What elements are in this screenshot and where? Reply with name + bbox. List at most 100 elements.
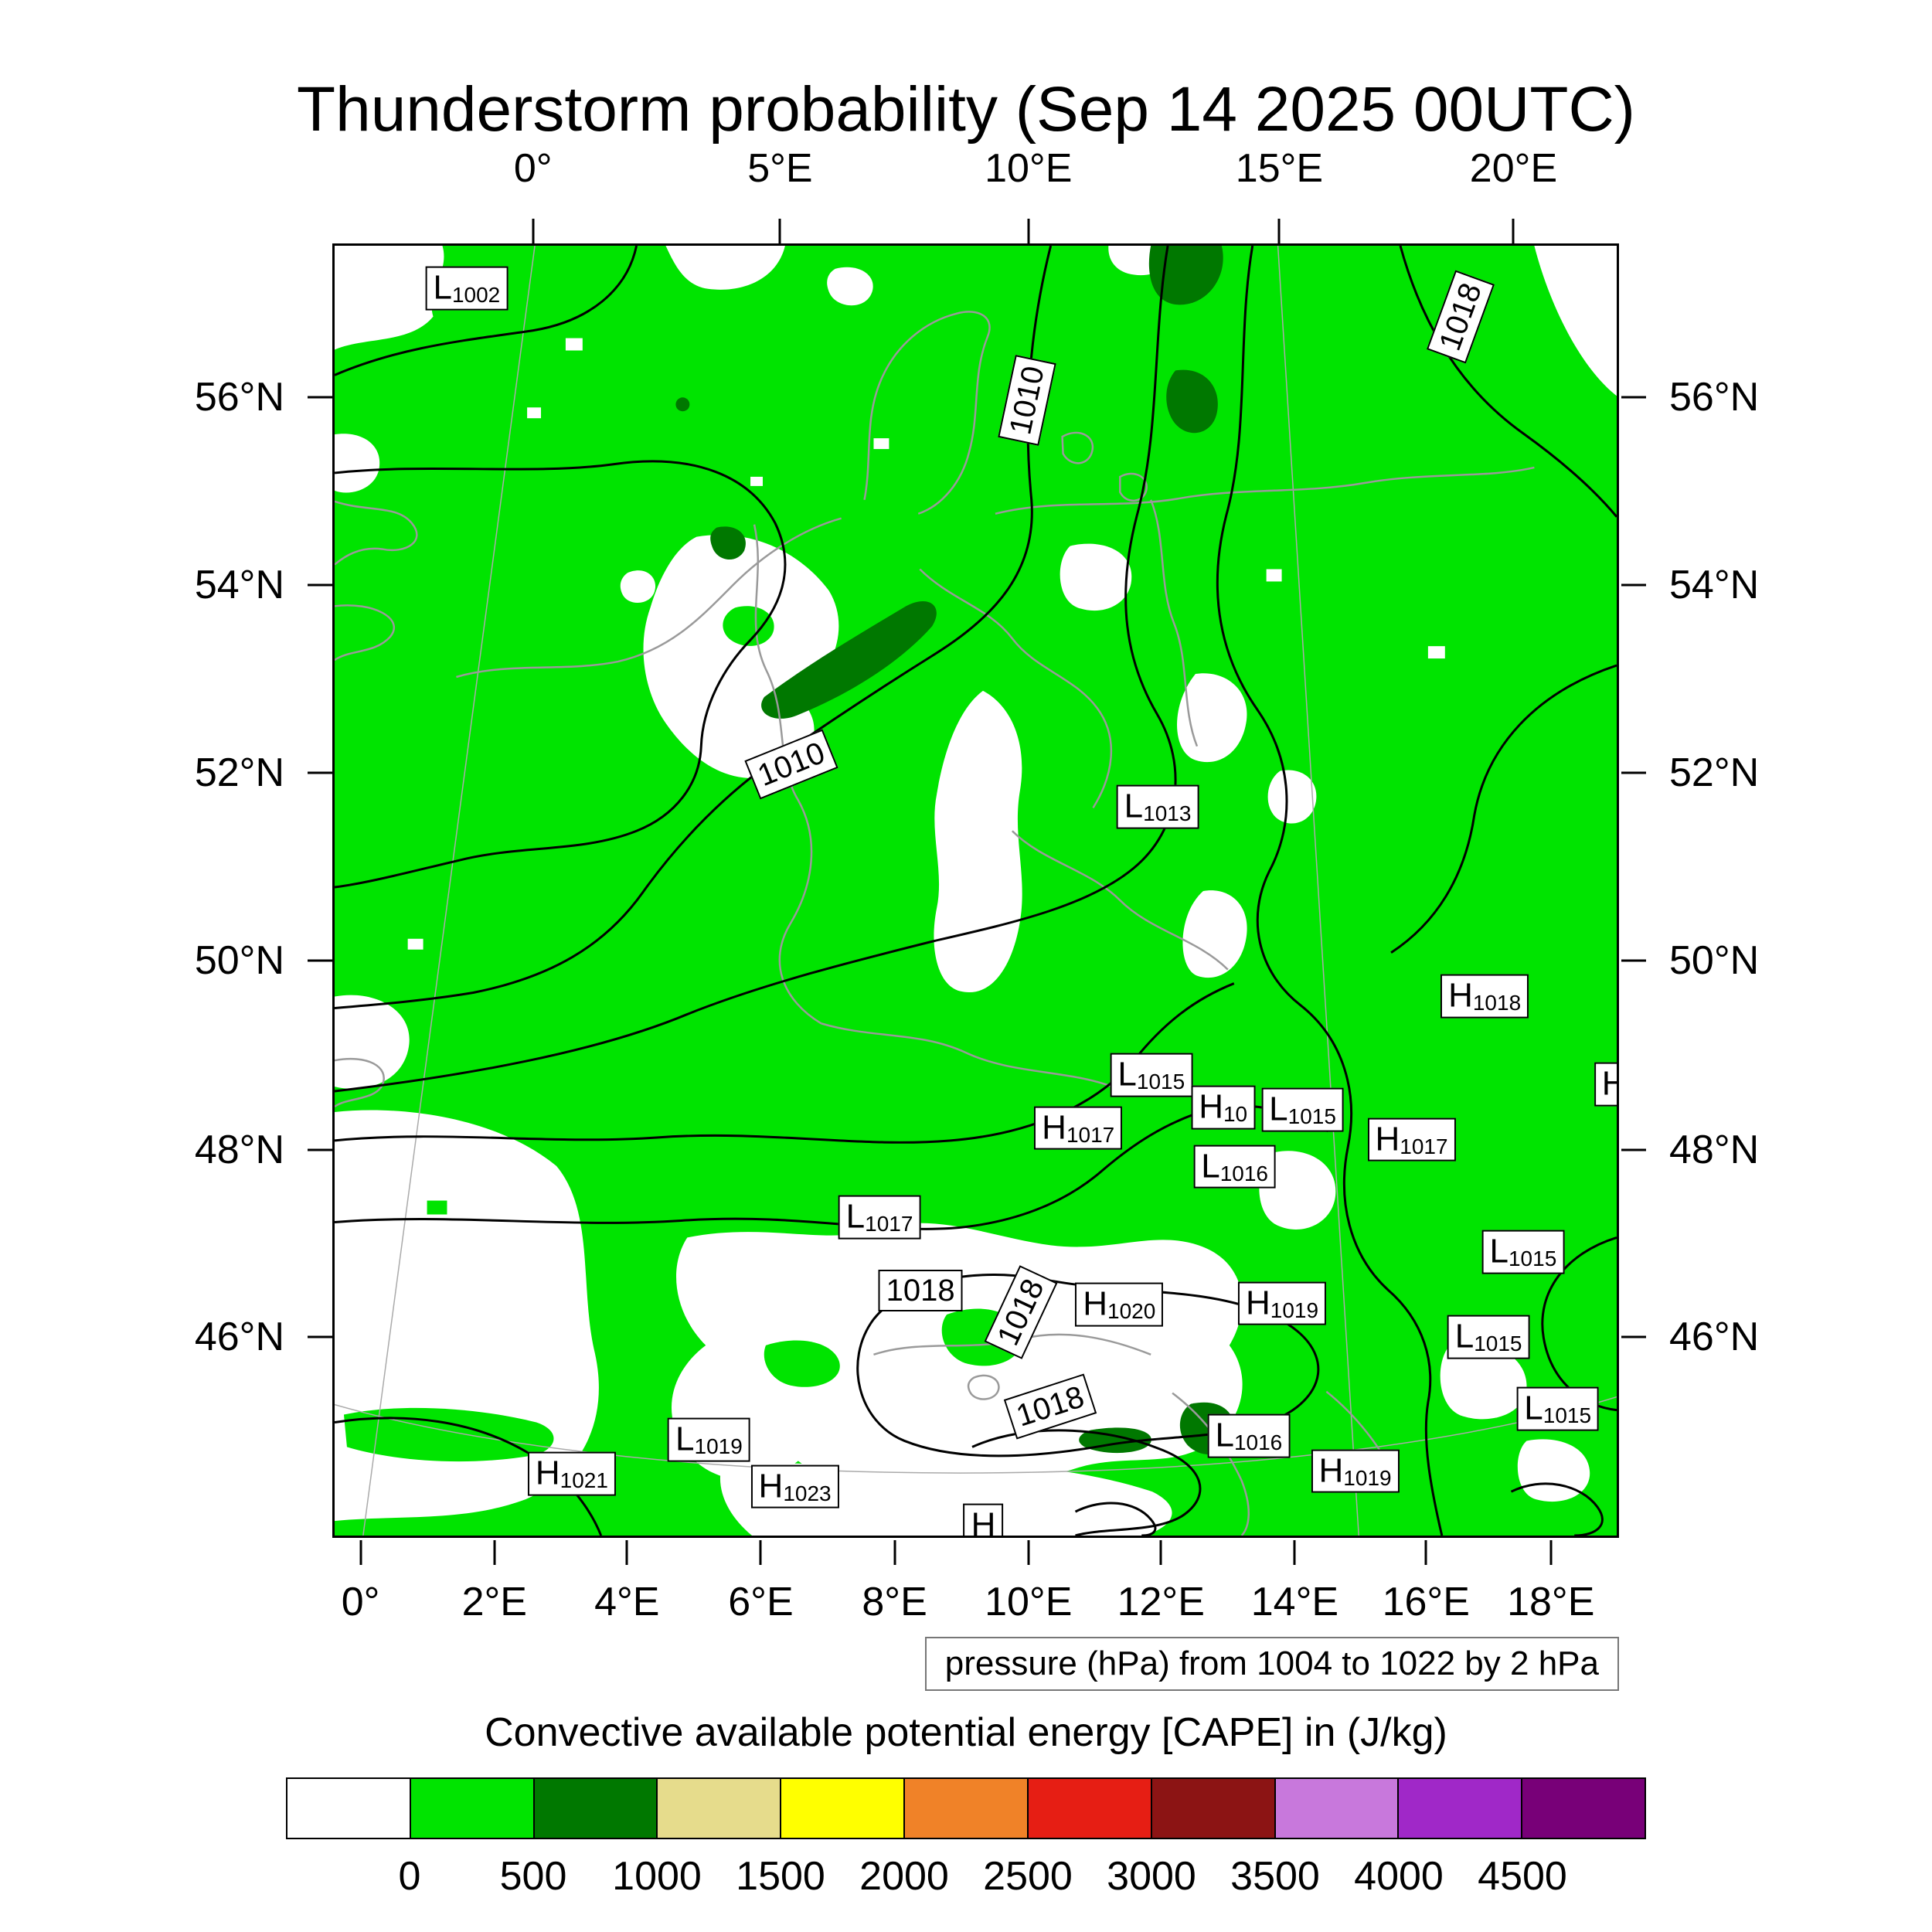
pressure-center-label: L1019 (668, 1418, 750, 1462)
pressure-center-label: L1017 (838, 1195, 921, 1240)
latitude-axis-right: 56°N 54°N 52°N 50°N 48°N 46°N (1621, 243, 1861, 1538)
colorbar-segment (1521, 1777, 1646, 1839)
lon-tick-label: 10°E (985, 1580, 1073, 1624)
colorbar-title: Convective available potential energy [C… (485, 1710, 1447, 1755)
lat-tick-label: 56°N (1669, 375, 1760, 420)
tick-mark (1027, 219, 1030, 243)
pressure-center-label: H1020 (1075, 1282, 1164, 1327)
lat-tick-label: 48°N (1669, 1127, 1760, 1172)
pressure-center-label: H (963, 1503, 1004, 1536)
tick-mark (493, 1540, 496, 1565)
colorbar-tick-label: 2500 (983, 1854, 1073, 1899)
tick-mark (308, 1148, 332, 1151)
pressure-caption: pressure (hPa) from 1004 to 1022 by 2 hP… (924, 1637, 1619, 1691)
isobar-label: 1018 (878, 1269, 963, 1311)
isobar-label: 1010 (743, 729, 838, 800)
lon-tick-label: 20°E (1469, 146, 1558, 191)
map-plot-area: L1002 L1013 H1018 L1015 H1017 H10 L1015 H1017 L1… (332, 243, 1619, 1538)
lat-tick-label: 54°N (194, 563, 284, 608)
colorbar-tick-label: 1500 (736, 1854, 825, 1899)
colorbar-segment (1150, 1777, 1276, 1839)
pressure-center-label: L1013 (1116, 784, 1199, 829)
tick-mark (1621, 771, 1646, 774)
pressure-center-label: H1019 (1237, 1281, 1327, 1325)
colorbar-segment (286, 1777, 411, 1839)
colorbar-tick-label: 0 (398, 1854, 421, 1899)
tick-mark (778, 219, 781, 243)
isobar-label: 1010 (998, 355, 1056, 447)
cape-colorbar (286, 1777, 1646, 1839)
tick-mark (308, 771, 332, 774)
meridian-line (1277, 246, 1359, 1536)
lon-tick-label: 5°E (747, 146, 813, 191)
lon-tick-label: 12°E (1117, 1580, 1205, 1624)
colorbar-segment (903, 1777, 1029, 1839)
lat-tick-label: 56°N (194, 375, 284, 420)
pressure-center-label: H10 (1191, 1085, 1256, 1130)
colorbar-tick-label: 4500 (1478, 1854, 1567, 1899)
colorbar-tick-labels: 0 500 1000 1500 2000 2500 3000 3500 4000 4500 (286, 1853, 1646, 1901)
tick-mark (1293, 1540, 1296, 1565)
lon-tick-label: 0° (341, 1580, 380, 1624)
colorbar-tick-label: 3500 (1230, 1854, 1320, 1899)
colorbar-segment (1026, 1777, 1152, 1839)
lat-tick-label: 46°N (194, 1315, 284, 1360)
isobar-label: 1018 (1426, 270, 1495, 364)
tick-mark (1621, 1335, 1646, 1338)
latitude-axis-left: 56°N 54°N 52°N 50°N 48°N 46°N (93, 243, 332, 1538)
tick-mark (893, 1540, 896, 1565)
tick-mark (308, 396, 332, 399)
tick-mark (1512, 219, 1515, 243)
tick-mark (1621, 583, 1646, 587)
lon-tick-label: 0° (513, 146, 553, 191)
pressure-label-layer: L1002 L1013 H1018 L1015 H1017 H10 L1015 H1017 L1… (335, 246, 1617, 1536)
colorbar-tick-label: 500 (499, 1854, 567, 1899)
pressure-center-label: L1002 (425, 266, 509, 311)
colorbar-tick-label: 4000 (1354, 1854, 1444, 1899)
pressure-center-label: H1017 (1367, 1117, 1456, 1162)
tick-mark (532, 219, 535, 243)
pressure-center-label: L1015 (1110, 1053, 1193, 1097)
longitude-axis-top: 0° 5°E 10°E 15°E 20°E (332, 145, 1619, 243)
tick-mark (359, 1540, 362, 1565)
pressure-center-label: H (1594, 1062, 1617, 1107)
colorbar-segment (409, 1777, 535, 1839)
meridian-line (362, 246, 536, 1536)
lon-tick-label: 6°E (728, 1580, 794, 1624)
tick-mark (308, 583, 332, 587)
tick-mark (1549, 1540, 1553, 1565)
colorbar-segment (1397, 1777, 1523, 1839)
pressure-center-label: H1019 (1311, 1449, 1400, 1493)
pressure-center-label: H1017 (1034, 1106, 1123, 1150)
colorbar-tick-label: 2000 (859, 1854, 949, 1899)
pressure-center-label: H1023 (750, 1464, 839, 1509)
colorbar-segment (1274, 1777, 1400, 1839)
tick-mark (625, 1540, 628, 1565)
pressure-center-label: L1016 (1193, 1145, 1276, 1189)
pressure-center-label: L1015 (1447, 1315, 1530, 1359)
parallel-line (335, 1396, 1617, 1474)
lon-tick-label: 8°E (862, 1580, 927, 1624)
colorbar-segment (656, 1777, 782, 1839)
lat-tick-label: 52°N (194, 750, 284, 796)
page-title: Thunderstorm probability (Sep 14 2025 00… (297, 73, 1635, 145)
lat-tick-label: 50°N (194, 937, 284, 983)
pressure-center-label: L1015 (1516, 1387, 1600, 1431)
tick-mark (1027, 1540, 1030, 1565)
colorbar-segment (532, 1777, 658, 1839)
lat-tick-label: 50°N (1669, 937, 1760, 983)
pressure-center-label: H1018 (1440, 974, 1529, 1019)
tick-mark (308, 1335, 332, 1338)
lat-tick-label: 52°N (1669, 750, 1760, 796)
tick-mark (1621, 959, 1646, 962)
lon-tick-label: 18°E (1507, 1580, 1595, 1624)
colorbar-tick-label: 1000 (612, 1854, 702, 1899)
pressure-center-label: L1015 (1481, 1230, 1565, 1274)
lon-tick-label: 10°E (985, 146, 1073, 191)
longitude-axis-bottom: 0° 2°E 4°E 6°E 8°E 10°E 12°E 14°E 16°E 18°E (332, 1540, 1619, 1645)
tick-mark (308, 959, 332, 962)
colorbar-tick-label: 3000 (1107, 1854, 1196, 1899)
lat-tick-label: 46°N (1669, 1315, 1760, 1360)
pressure-center-label: L1016 (1207, 1414, 1291, 1458)
